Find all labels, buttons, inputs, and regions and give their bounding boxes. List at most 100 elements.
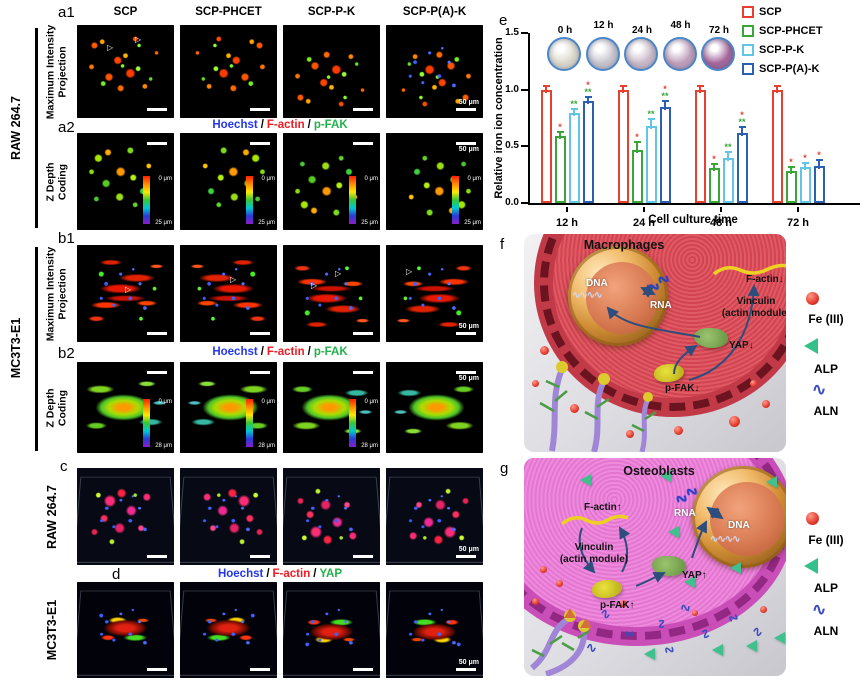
micrograph-c-scp (77, 468, 174, 565)
significance-marker: * (789, 157, 793, 167)
micrograph-b1-scp-phcet: ▷ (180, 245, 277, 342)
bar-SCP-24 h (617, 90, 629, 203)
legend-label: SCP (759, 6, 782, 18)
fe-ion-icon (626, 430, 634, 438)
depth-top-label: 0 μm (158, 399, 172, 405)
scale-bar (147, 142, 167, 145)
bar-chart-panel: e Relative iron ion concentration * * * * **… (487, 0, 866, 232)
petri-dish-photo (701, 37, 735, 71)
scale-bar-label: 50 μm (458, 146, 479, 153)
scale-bar (353, 332, 373, 335)
dish-row: 0 h 12 h 24 h 48 h 72 h (546, 20, 746, 78)
cellline-label-mc-d: MC3T3-E1 (45, 599, 59, 661)
vinculin-label: Vinculin (actin module) (559, 542, 629, 565)
panel-letter-e: e (499, 12, 508, 29)
arrowhead-icon: ▷ (107, 43, 114, 52)
depth-top-label: 0 μm (261, 176, 275, 182)
alp-icon (730, 562, 741, 574)
micrograph-b1-scp-pa-k: ▷ 50 μm (386, 245, 483, 342)
column-title-scp-phcet: SCP-PHCET (195, 6, 262, 18)
bar-SCP-PHCET-72 h (785, 171, 797, 203)
arrowhead-icon: ▷ (135, 35, 142, 44)
significance-marker: * (803, 153, 807, 163)
depth-top-label: 0 μm (364, 176, 378, 182)
x-axis-label: Cell culture time (648, 214, 738, 226)
scale-bar-label: 50 μm (458, 99, 479, 106)
fe-ion-icon (692, 610, 698, 616)
pfak-label: p-FAK↓ (665, 383, 700, 394)
dish-time-label: 48 h (670, 20, 691, 31)
pfak-label: p-FAK↑ (600, 600, 635, 611)
scale-bar (353, 108, 373, 111)
micrograph-b2-scp-p-k: 0 μm 28 μm (283, 362, 380, 453)
factin-label: F-actin↓ (746, 274, 784, 285)
micrograph-b1-scp: ▷ (77, 245, 174, 342)
depth-colorbar (452, 176, 459, 224)
alp-legend-icon (804, 338, 818, 354)
significance-marker: * ** (584, 80, 592, 97)
significance-marker: ** (647, 109, 655, 119)
bar-SCP-12 h (540, 90, 552, 203)
rna-label: RNA (650, 300, 672, 311)
panel-letter-b1: b1 (58, 230, 75, 247)
pfak-protein-icon (592, 580, 622, 598)
aln-legend-label: ALN (813, 624, 839, 638)
rna-label: RNA (674, 508, 696, 519)
scale-bar (456, 108, 476, 111)
scale-bar-label: 50 μm (458, 375, 479, 382)
legend-swatch (742, 6, 754, 18)
depth-bottom-label: 25 μm (464, 220, 481, 226)
bracket-line-b (35, 247, 38, 451)
bar-SCP-P-K-12 h (568, 113, 580, 203)
aln-legend-icon (812, 380, 826, 400)
scale-bar-label: 50 μm (458, 323, 479, 330)
bar-SCP-PHCET-48 h (708, 168, 720, 203)
panel-g-title: Osteoblasts (623, 464, 695, 478)
significance-marker: * (635, 132, 639, 142)
significance-marker: * (558, 122, 562, 132)
legend-row: SCP-PHCET (742, 25, 823, 37)
scale-bar (353, 555, 373, 558)
scale-bar (250, 142, 270, 145)
micrograph-d-scp-p-k (283, 582, 380, 678)
micrograph-a1-scp: ▷ ▷ (77, 25, 174, 118)
depth-bottom-label: 25 μm (258, 220, 275, 226)
column-title-scp: SCP (113, 6, 138, 18)
chart-legend: SCP SCP-PHCET SCP-P-K SCP-P(A)-K (742, 6, 823, 82)
significance-marker: * (817, 150, 821, 160)
micrograph-a1-scp-phcet (180, 25, 277, 118)
fe-legend-icon (806, 512, 819, 525)
bar-SCP-P-K-48 h (722, 158, 734, 203)
legend-row: SCP-P-K (742, 44, 823, 56)
alp-icon (668, 526, 679, 538)
depth-top-label: 0 μm (467, 176, 481, 182)
alp-icon (660, 470, 671, 482)
bar-SCP-P(A)-K-24 h (659, 107, 671, 203)
micrograph-b1-scp-p-k: ▷ ▷ (283, 245, 380, 342)
panel-letter-f: f (500, 236, 505, 253)
micrograph-a2-scp-pa-k: 50 μm 0 μm 25 μm (386, 133, 483, 230)
bar-SCP-PHCET-24 h (631, 150, 643, 203)
micrograph-b2-scp-pa-k: 50 μm (386, 362, 483, 453)
alp-icon (644, 648, 655, 660)
depth-colorbar (349, 399, 356, 447)
cellline-label-raw-c: RAW 264.7 (45, 484, 59, 549)
dna-icon (572, 290, 602, 301)
bracket-line-a (35, 28, 38, 228)
micrograph-c-scp-phcet (180, 468, 277, 565)
significance-marker: * ** (738, 110, 746, 127)
scale-bar-label: 50 μm (458, 659, 479, 666)
fe-ion-icon (762, 400, 770, 408)
micrograph-b2-scp: 0 μm 28 μm (77, 362, 174, 453)
chart-plot: * * * * ** ** ** * * ** * ** * ** * 0.0 0.5 1.0 1.5 12 h 24 … (505, 27, 860, 229)
legend-swatch (742, 63, 754, 75)
alp-legend-icon (804, 558, 818, 574)
bar-SCP-P-K-72 h (799, 167, 811, 203)
dish-time-label: 12 h (593, 20, 614, 31)
panel-letter-a1: a1 (58, 4, 75, 21)
depth-bottom-label: 28 μm (258, 443, 275, 449)
micrograph-b2-scp-phcet: 0 μm 28 μm (180, 362, 277, 453)
scale-bar (456, 555, 476, 558)
yap-protein-icon (694, 328, 728, 348)
